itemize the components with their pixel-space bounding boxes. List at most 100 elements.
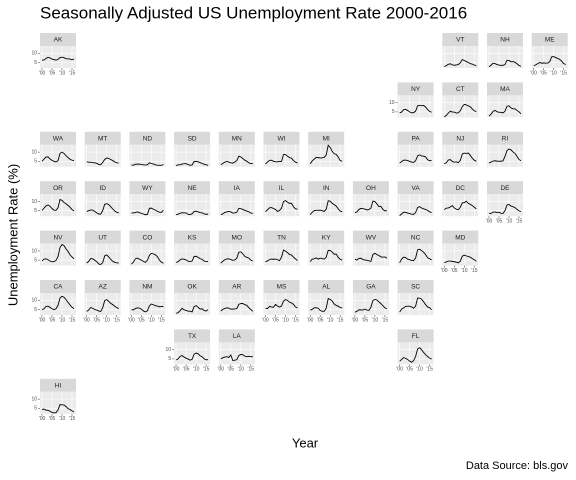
strip-background (397, 230, 434, 244)
line (175, 210, 209, 216)
x-tick-label: '15 (516, 219, 523, 225)
x-tick-label: '10 (282, 317, 289, 323)
strip-background (442, 181, 479, 195)
strip-label: MN (232, 136, 242, 143)
strip-label: LA (233, 333, 242, 340)
strip-background (397, 131, 434, 145)
strip-background (40, 131, 76, 145)
x-tick-label: '05 (138, 317, 145, 323)
strip-label: GA (366, 284, 376, 291)
line (399, 297, 432, 313)
panel-background (352, 194, 389, 217)
line (41, 404, 75, 414)
chart-title: Seasonally Adjusted US Unemployment Rate… (40, 3, 467, 22)
strip-label: WV (366, 234, 377, 241)
strip-background (129, 181, 166, 195)
line (220, 302, 254, 312)
x-tick-label: '05 (540, 70, 547, 76)
x-tick-label: '00 (530, 70, 537, 76)
line (41, 56, 75, 61)
strip-label: AL (322, 284, 330, 291)
panel-background (218, 293, 255, 315)
line (220, 207, 253, 216)
strip-background (308, 280, 345, 293)
strip-label: KY (322, 234, 331, 241)
line (265, 299, 298, 310)
panel-background (174, 243, 211, 266)
strip-label: NH (500, 37, 510, 44)
y-tick-label: 5 (34, 60, 37, 66)
line (41, 243, 75, 263)
x-tick-label: '15 (382, 317, 389, 323)
panel-background (174, 144, 211, 167)
panel-background (442, 194, 479, 217)
line (533, 56, 566, 67)
line (41, 198, 75, 212)
strip-label: OR (53, 185, 63, 192)
x-tick-label: '05 (228, 367, 235, 373)
line (86, 254, 119, 265)
line (444, 58, 477, 67)
line (86, 299, 119, 313)
strip-background (487, 181, 523, 195)
x-tick-label: '05 (49, 416, 56, 422)
x-tick-label: '00 (173, 367, 180, 373)
strip-background (129, 280, 166, 293)
strip-label: MD (455, 234, 465, 241)
strip-background (40, 181, 76, 195)
strip-background (308, 131, 345, 145)
line (399, 248, 432, 263)
x-tick-label: '10 (372, 317, 379, 323)
y-tick-label: 10 (166, 347, 172, 353)
strip-background (263, 131, 300, 145)
line (220, 354, 253, 362)
strip-label: NC (411, 234, 421, 241)
strip-label: NM (142, 284, 152, 291)
strip-background (442, 230, 479, 244)
strip-label: WY (142, 185, 153, 192)
panel-background (40, 144, 76, 167)
x-tick-label: '00 (39, 416, 46, 422)
strip-background (442, 82, 479, 96)
strip-background (263, 181, 300, 195)
x-tick-label: '05 (451, 268, 458, 274)
x-tick-label: '00 (128, 317, 135, 323)
x-tick-label: '00 (441, 268, 448, 274)
line (176, 305, 209, 314)
line (265, 200, 298, 212)
x-tick-label: '00 (39, 317, 46, 323)
strip-background (531, 33, 568, 46)
strip-background (263, 230, 300, 244)
strip-background (40, 230, 76, 244)
strip-label: IA (234, 185, 241, 192)
strip-label: NV (53, 234, 63, 241)
x-tick-label: '15 (69, 70, 76, 76)
strip-background (442, 33, 479, 46)
panel-background (40, 194, 76, 217)
strip-label: WI (278, 136, 286, 143)
line (175, 352, 209, 361)
panel-background (263, 194, 300, 217)
x-tick-label: '10 (550, 70, 557, 76)
y-tick-label: 10 (31, 149, 37, 155)
strip-label: ME (545, 37, 555, 44)
strip-background (174, 181, 211, 195)
strip-label: TX (188, 333, 197, 340)
line (488, 203, 522, 214)
y-tick-label: 5 (34, 406, 37, 412)
x-tick-label: '00 (396, 367, 403, 373)
strip-label: NE (188, 185, 198, 192)
strip-background (129, 131, 166, 145)
panel-background (531, 46, 568, 68)
panel-background (218, 243, 255, 266)
x-tick-label: '10 (416, 367, 423, 373)
line (265, 154, 298, 165)
panel-background (263, 144, 300, 167)
line (131, 207, 164, 216)
line (354, 298, 388, 313)
line (265, 249, 298, 263)
x-tick-label: '10 (461, 268, 468, 274)
line (310, 297, 343, 312)
strip-label: VT (456, 37, 464, 44)
x-tick-label: '10 (327, 317, 334, 323)
